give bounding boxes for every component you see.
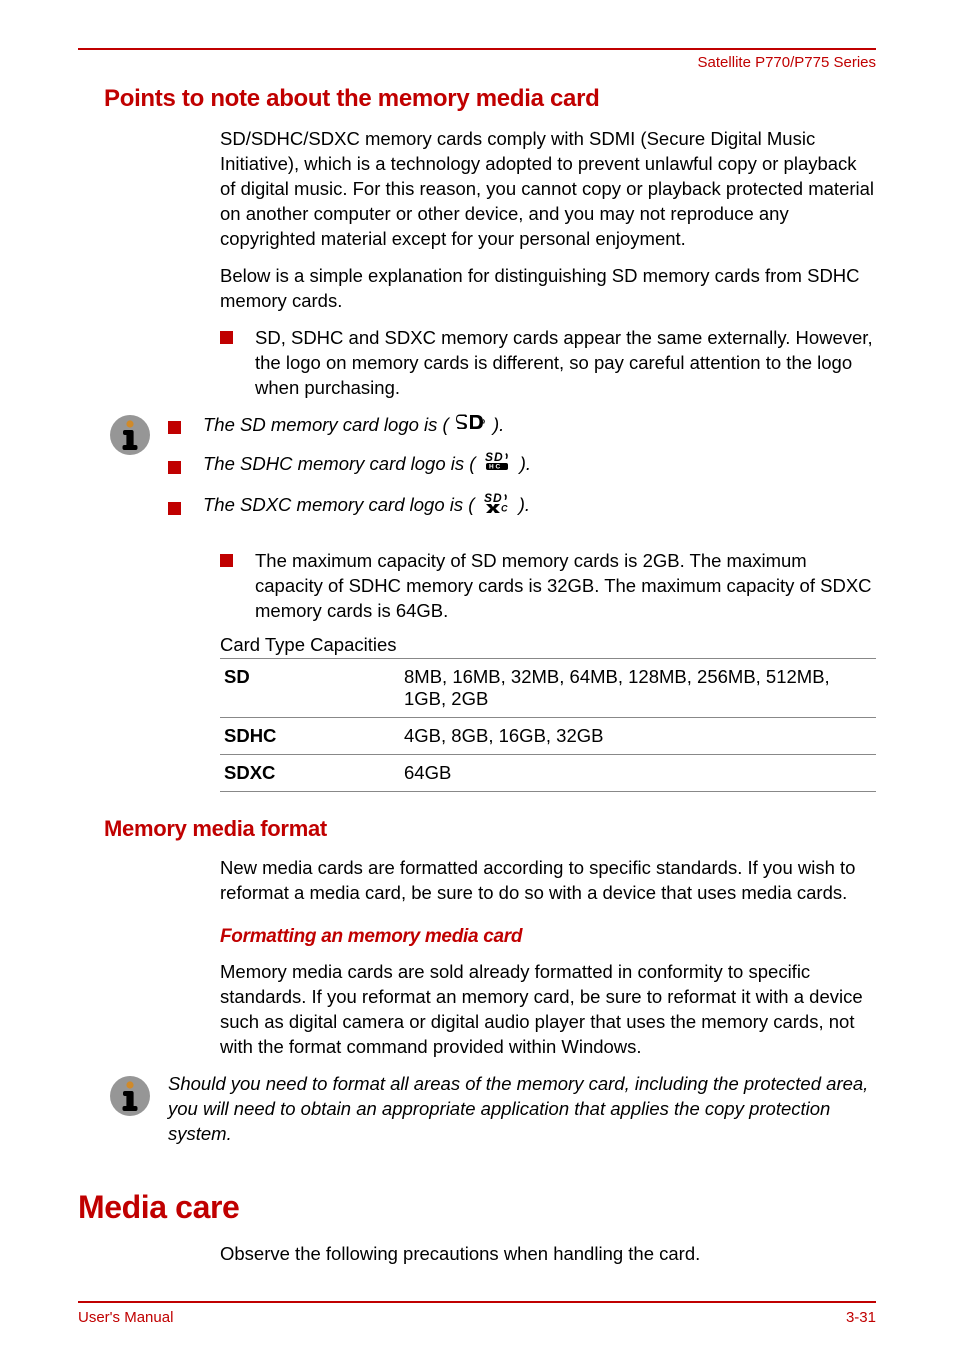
para-format: New media cards are formatted according …: [220, 856, 876, 906]
cell-val-sdhc: 4GB, 8GB, 16GB, 32GB: [400, 718, 876, 755]
para-media-care: Observe the following precautions when h…: [220, 1242, 876, 1267]
info-text-sdhc: The SDHC memory card logo is ( S D H C: [203, 450, 531, 481]
table-row: SDHC 4GB, 8GB, 16GB, 32GB: [220, 718, 876, 755]
bullet-square-icon: [168, 421, 181, 434]
capacities-table: SD 8MB, 16MB, 32MB, 64MB, 128MB, 256MB, …: [220, 658, 876, 792]
info-post-sdxc: ).: [519, 494, 530, 515]
info-block-format-note: Should you need to format all areas of t…: [78, 1072, 876, 1147]
section-title-format: Memory media format: [104, 816, 876, 842]
sdxc-logo-icon: S D C: [482, 491, 512, 522]
info-post-sd: ).: [493, 414, 504, 435]
cell-key-sd: SD: [220, 659, 400, 718]
footer-left: User's Manual: [78, 1309, 173, 1326]
cell-val-sdxc: 64GB: [400, 755, 876, 792]
bullet-text-appearance: SD, SDHC and SDXC memory cards appear th…: [255, 326, 876, 401]
para-explain: Below is a simple explanation for distin…: [220, 264, 876, 314]
info-bullet-sdxc: The SDXC memory card logo is ( S D C: [168, 491, 870, 522]
info-text-sd: The SD memory card logo is ( ).: [203, 411, 504, 440]
info-text-sdxc: The SDXC memory card logo is ( S D C: [203, 491, 530, 522]
bullet-block-capacity: The maximum capacity of SD memory cards …: [220, 549, 876, 624]
info-bullet-sd: The SD memory card logo is ( ).: [168, 411, 870, 440]
info-pre-sdhc: The SDHC memory card logo is (: [203, 453, 475, 474]
cell-key-sdhc: SDHC: [220, 718, 400, 755]
para-formatting-detail: Memory media cards are sold already form…: [220, 960, 876, 1060]
footer: User's Manual 3-31: [78, 1301, 876, 1326]
svg-text:C: C: [501, 503, 508, 513]
info-pre-sd: The SD memory card logo is (: [203, 414, 449, 435]
bullet-square-icon: [220, 331, 233, 344]
section-title-media-care: Media care: [78, 1189, 876, 1226]
bullet-row: The maximum capacity of SD memory cards …: [220, 549, 876, 624]
info-block-logos: The SD memory card logo is ( ).: [78, 411, 876, 532]
header-rule: [78, 48, 876, 50]
section-title-points: Points to note about the memory media ca…: [104, 85, 876, 113]
svg-text:H C: H C: [489, 464, 501, 471]
cell-key-sdxc: SDXC: [220, 755, 400, 792]
info-post-sdhc: ).: [520, 453, 531, 474]
bullet-row: SD, SDHC and SDXC memory cards appear th…: [220, 326, 876, 401]
bullet-text-capacity: The maximum capacity of SD memory cards …: [255, 549, 876, 624]
sdhc-logo-icon: S D H C: [483, 450, 513, 481]
info-icon: [108, 1074, 152, 1118]
info-icon: [108, 413, 152, 457]
bullet-square-icon: [168, 502, 181, 515]
info-pre-sdxc: The SDXC memory card logo is (: [203, 494, 474, 515]
table-caption: Card Type Capacities: [220, 634, 876, 656]
info-content-logos: The SD memory card logo is ( ).: [168, 411, 876, 532]
sd-logo-icon: [456, 411, 486, 440]
svg-text:S: S: [485, 450, 493, 464]
info-text-format-note: Should you need to format all areas of t…: [168, 1072, 876, 1147]
bullet-square-icon: [168, 461, 181, 474]
bullet-block-appearance: SD, SDHC and SDXC memory cards appear th…: [220, 326, 876, 401]
bullet-square-icon: [220, 554, 233, 567]
footer-right: 3-31: [846, 1309, 876, 1326]
table-row: SDXC 64GB: [220, 755, 876, 792]
svg-text:S: S: [484, 491, 492, 505]
para-sdmi: SD/SDHC/SDXC memory cards comply with SD…: [220, 127, 876, 252]
cell-val-sd: 8MB, 16MB, 32MB, 64MB, 128MB, 256MB, 512…: [400, 659, 876, 718]
header-series: Satellite P770/P775 Series: [78, 54, 876, 71]
subsection-formatting: Formatting an memory media card: [220, 926, 876, 948]
table-row: SD 8MB, 16MB, 32MB, 64MB, 128MB, 256MB, …: [220, 659, 876, 718]
svg-text:D: D: [494, 450, 503, 464]
info-bullet-sdhc: The SDHC memory card logo is ( S D H C: [168, 450, 870, 481]
